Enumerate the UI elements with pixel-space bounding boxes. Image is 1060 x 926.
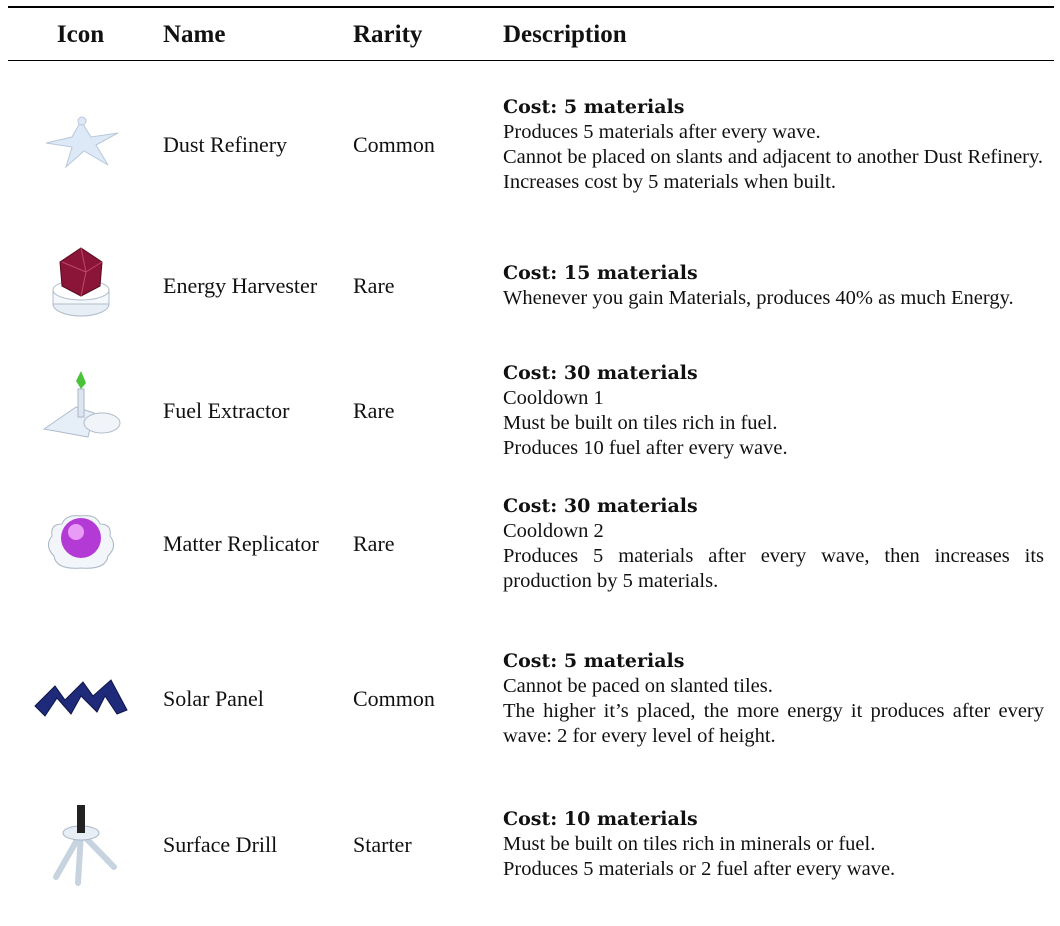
header-cell: Icon bbox=[8, 6, 153, 61]
line: Increases cost by 5 materials when built… bbox=[503, 170, 837, 193]
icon-cell bbox=[8, 344, 153, 479]
line: Whenever you gain Materials, produces 40… bbox=[503, 287, 1014, 309]
line: Produces 5 materials or 2 fuel after eve… bbox=[503, 858, 896, 880]
description: Cost: 5 materials Cannot be paced on slan… bbox=[493, 609, 1054, 789]
header-row: Icon Name Rarity Description bbox=[8, 6, 1054, 61]
header-cell: Description bbox=[493, 6, 1054, 61]
row: Matter Replicator Rare Cost: 30 material… bbox=[8, 479, 1054, 609]
description: Cost: 30 materials Cooldown 2 Produces 5 m… bbox=[493, 479, 1054, 609]
icon-cell bbox=[8, 61, 153, 229]
icon-cell bbox=[8, 479, 153, 609]
line: Produces 5 materials after every wave, t… bbox=[503, 544, 1044, 592]
line: Cooldown 2 bbox=[503, 519, 604, 542]
icon-cell bbox=[8, 229, 153, 344]
icon-cell bbox=[8, 789, 153, 901]
name: Solar Panel bbox=[163, 685, 264, 711]
row: Surface Drill Starter Cost: 10 materials… bbox=[8, 789, 1054, 901]
name: Dust Refinery bbox=[163, 131, 288, 157]
cost: Cost: 30 materials bbox=[503, 362, 698, 384]
rarity: Rare bbox=[353, 273, 395, 298]
description: Cost: 30 materials Cooldown 1 Must be buil… bbox=[493, 344, 1054, 479]
line: Must be built on tiles rich in minerals … bbox=[503, 833, 876, 855]
description: Cost: 10 materials Must be built on tiles… bbox=[493, 789, 1054, 901]
rarity: Common bbox=[353, 685, 435, 711]
name: Energy Harvester bbox=[163, 273, 318, 298]
row: Dust Refinery Common Cost: 5 materials Pr… bbox=[8, 61, 1054, 229]
row: Fuel Extractor Rare Cost: 30 materials Co… bbox=[8, 344, 1054, 479]
icon bbox=[52, 804, 117, 886]
icon bbox=[42, 371, 120, 438]
line: The higher it’s placed, the more energy … bbox=[503, 699, 1044, 747]
description: Cost: 15 materials Whenever you gain Mate… bbox=[493, 229, 1054, 344]
cost: Cost: 5 materials bbox=[503, 649, 685, 672]
line: Cooldown 1 bbox=[503, 387, 604, 409]
description: Cost: 5 materials Produces 5 materials af… bbox=[493, 61, 1054, 229]
name: Matter Replicator bbox=[163, 530, 319, 556]
row: Solar Panel Common Cost: 5 materials Cann… bbox=[8, 609, 1054, 789]
line: Cannot be placed on slants and adjacent … bbox=[503, 145, 1044, 168]
header-cell: Rarity bbox=[343, 6, 493, 61]
rarity: Rare bbox=[353, 530, 395, 556]
icon bbox=[45, 116, 118, 169]
name: Surface Drill bbox=[163, 831, 278, 857]
cost: Cost: 30 materials bbox=[503, 494, 698, 517]
rarity: Starter bbox=[353, 831, 412, 857]
row: Energy Harvester Rare Cost: 15 materials… bbox=[8, 229, 1054, 344]
header-cell: Name bbox=[153, 6, 343, 61]
header: Icon Name Rarity Description bbox=[8, 6, 1054, 61]
buildings-table: Icon Name Rarity Description Dust Refine… bbox=[8, 6, 1054, 901]
icon bbox=[52, 247, 109, 317]
name: Fuel Extractor bbox=[163, 398, 290, 423]
cost: Cost: 5 materials bbox=[503, 95, 685, 118]
cost: Cost: 10 materials bbox=[503, 808, 698, 830]
line: Cannot be paced on slanted tiles. bbox=[503, 674, 773, 697]
body: Dust Refinery Common Cost: 5 materials Pr… bbox=[8, 61, 1054, 901]
icon-cell bbox=[8, 609, 153, 789]
rarity: Rare bbox=[353, 398, 395, 423]
icon bbox=[47, 514, 114, 569]
line: Produces 5 materials after every wave. bbox=[503, 120, 821, 143]
rarity: Common bbox=[353, 131, 435, 157]
cost: Cost: 15 materials bbox=[503, 262, 698, 284]
icon bbox=[33, 678, 128, 717]
line: Must be built on tiles rich in fuel. bbox=[503, 412, 778, 434]
line: Produces 10 fuel after every wave. bbox=[503, 437, 788, 459]
